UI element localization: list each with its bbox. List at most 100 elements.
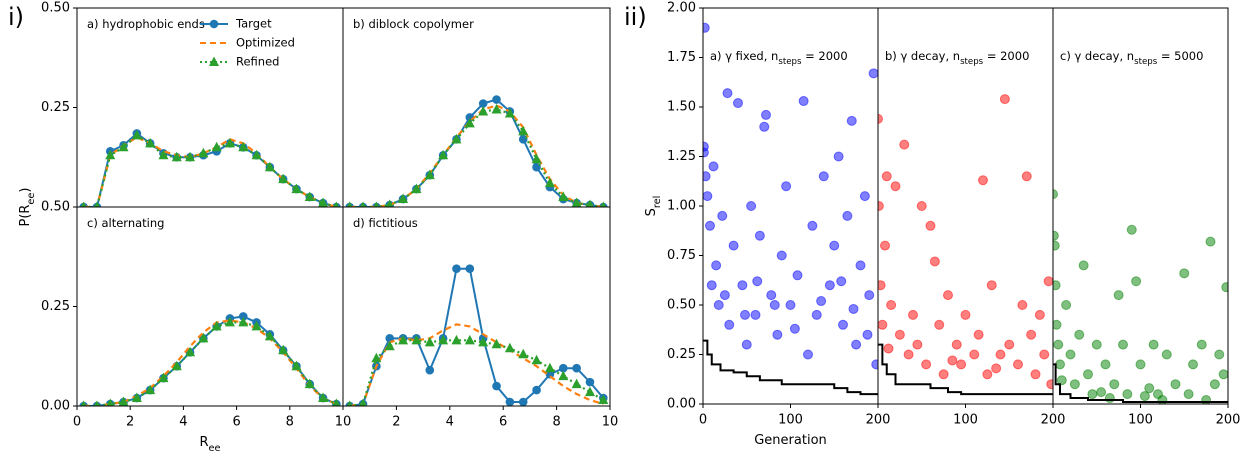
marker: [411, 183, 422, 194]
point: [890, 181, 901, 192]
x-tick-label: 10: [335, 415, 352, 430]
marker: [332, 398, 341, 406]
marker: [291, 183, 302, 194]
marker: [106, 398, 115, 406]
point: [703, 171, 711, 182]
point: [956, 359, 967, 370]
point: [912, 339, 923, 350]
marker: [491, 103, 502, 114]
series-line: [349, 108, 604, 207]
text-part: rel: [652, 196, 663, 209]
x-tick-label: 2: [126, 415, 134, 430]
point: [1087, 389, 1098, 400]
point: [708, 161, 719, 172]
point: [886, 300, 897, 310]
point: [868, 68, 878, 79]
marker: [504, 107, 515, 118]
marker: [211, 320, 222, 331]
point: [776, 250, 787, 261]
marker: [185, 151, 196, 162]
point: [703, 191, 713, 202]
point: [881, 171, 892, 182]
point: [824, 280, 835, 291]
legend-label: Target: [235, 17, 272, 31]
marker: [251, 320, 262, 331]
point: [1078, 260, 1089, 271]
y-tick-label: 1.50: [667, 100, 696, 115]
marker: [371, 352, 382, 363]
point: [1118, 339, 1128, 350]
text-part: ): [18, 187, 33, 192]
point: [818, 171, 829, 182]
text-part: b) diblock copolymer: [353, 17, 474, 31]
marker: [278, 344, 289, 355]
point: [1157, 395, 1168, 404]
marker: [359, 398, 367, 406]
axes-frame: [877, 7, 1054, 405]
point: [752, 276, 763, 287]
marker: [333, 201, 340, 207]
marker: [571, 378, 582, 389]
marker: [145, 384, 156, 395]
point: [878, 280, 886, 291]
y-axis-label: P(Ree): [18, 187, 37, 226]
x-tick-label: 200: [866, 413, 891, 428]
point: [1083, 369, 1093, 380]
panel-title: b) diblock copolymer: [353, 17, 474, 31]
point: [986, 280, 997, 291]
point: [1091, 339, 1102, 350]
text-part: ee: [26, 193, 37, 205]
point: [995, 349, 1006, 360]
panel-title: b) γ decay, nsteps = 2000: [885, 49, 1029, 67]
point: [789, 323, 800, 334]
point: [1043, 276, 1053, 287]
y-tick-label: 0.25: [41, 100, 70, 115]
point: [894, 329, 905, 340]
marker: [145, 137, 156, 148]
x-tick-label: 2: [392, 415, 400, 430]
x-tick-label: 200: [1041, 413, 1066, 428]
marker: [346, 201, 353, 207]
panel-title: c) γ decay, nsteps = 5000: [1060, 49, 1203, 67]
marker: [158, 372, 169, 383]
point: [719, 290, 730, 301]
marker: [478, 99, 488, 108]
point: [1053, 240, 1060, 251]
point: [761, 109, 771, 120]
chart: 0.00 0.25 0.50 0.75 1.00 1.25 1.50 1.75 2.00 0 100…: [644, 1, 891, 448]
point: [938, 369, 949, 380]
marker: [211, 141, 222, 152]
point: [711, 260, 722, 271]
point: [934, 319, 945, 330]
point: [903, 349, 914, 360]
marker: [94, 201, 100, 207]
chart: 100 200 c) γ decay, nsteps = 5000: [1052, 7, 1240, 428]
point: [798, 96, 809, 107]
marker: [118, 141, 129, 152]
point: [978, 175, 988, 186]
point: [737, 280, 748, 291]
text-part: = 5000: [1157, 49, 1203, 63]
legend-label: Optimized: [236, 36, 295, 50]
plot-area: [345, 95, 608, 207]
text-part: R: [199, 435, 208, 450]
point: [1055, 359, 1065, 370]
point: [1104, 393, 1115, 404]
y-tick-label: 0.50: [41, 1, 70, 16]
y-axis-label: Srel: [644, 196, 663, 217]
point: [842, 210, 853, 221]
point: [883, 343, 894, 354]
marker: [318, 197, 329, 207]
point: [1053, 319, 1062, 330]
point: [713, 300, 724, 310]
point: [829, 240, 840, 251]
x-tick-label: 4: [179, 415, 187, 430]
point: [792, 270, 803, 281]
point: [1148, 339, 1159, 350]
plot-area: [1053, 189, 1228, 404]
point: [1026, 329, 1037, 340]
point: [750, 309, 761, 320]
point: [1205, 236, 1216, 247]
chart: 100 200 b) γ decay, nsteps = 2000: [877, 7, 1066, 428]
marker: [518, 125, 529, 136]
